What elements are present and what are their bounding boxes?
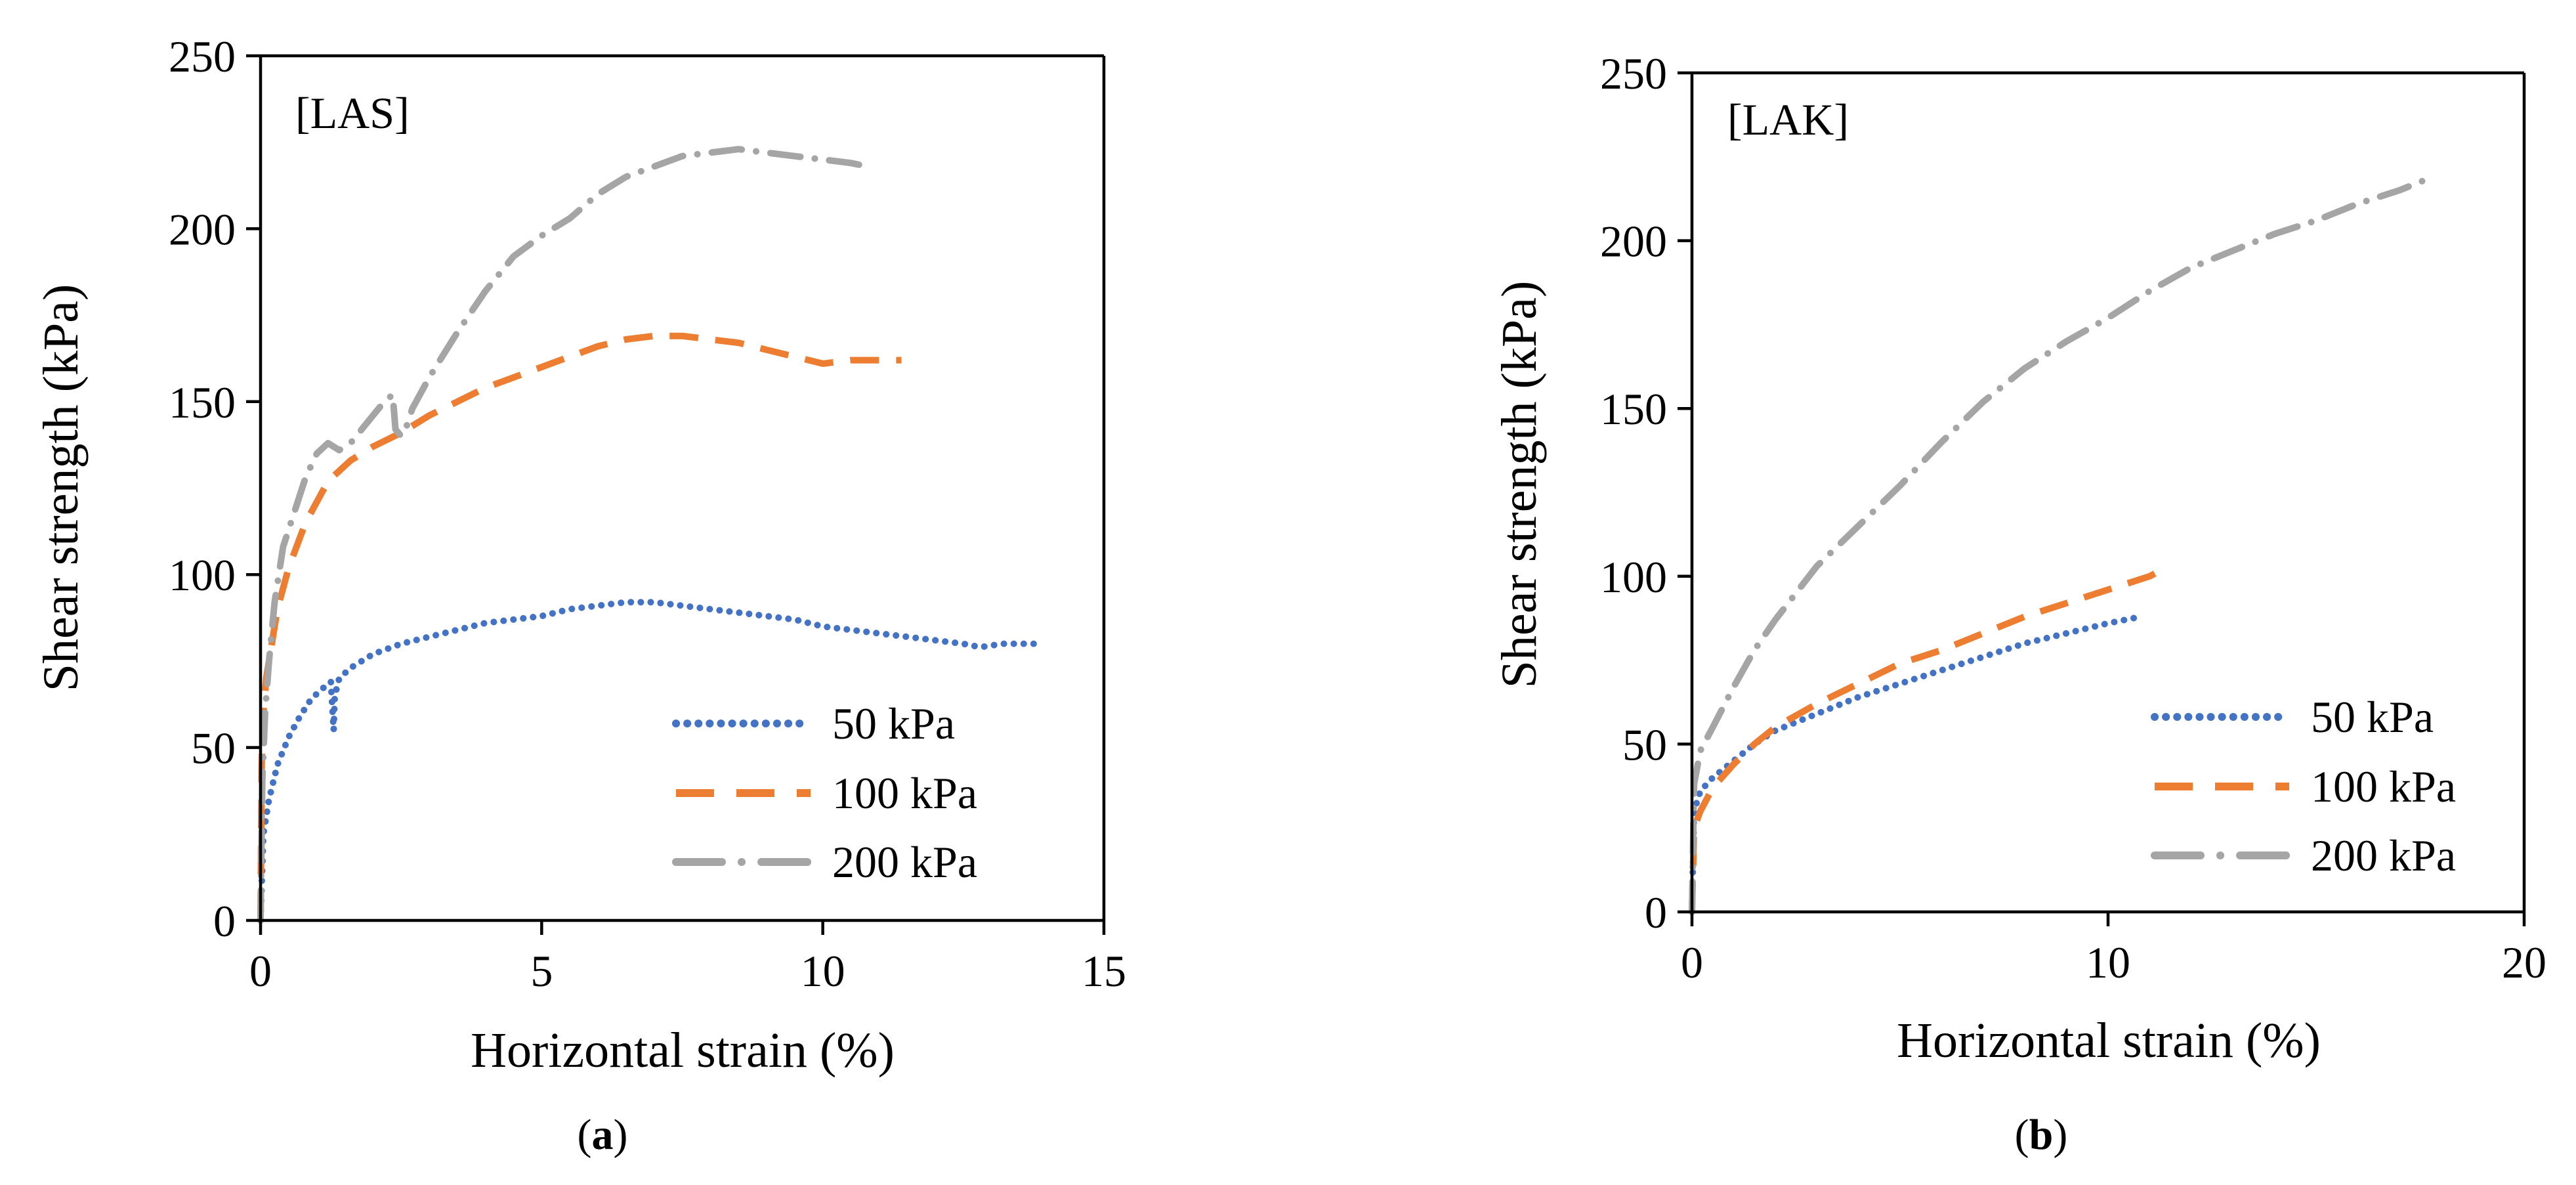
x-axis-title-b: Horizontal strain (%): [1897, 1013, 2321, 1068]
series-line-200kpa-b: [1689, 173, 2436, 915]
legend-label-100kpa-a: 100 kPa: [832, 768, 977, 818]
x-tick-label-15-a: 15: [1082, 946, 1126, 996]
x-tick-label-10-b: 10: [2086, 937, 2130, 987]
legend-label-100kpa-b: 100 kPa: [2311, 762, 2456, 811]
series-layer-b: [1689, 173, 2436, 915]
caption-letter-b: b: [2029, 1111, 2054, 1159]
series-line-50kpa-a: [257, 599, 1040, 924]
y-tick-label-50-a: 50: [191, 723, 236, 773]
y-tick-label-0-b: 0: [1645, 888, 1667, 937]
panel-annotation-b: [LAK]: [1727, 95, 1849, 144]
panel-caption-a: (a): [578, 1111, 628, 1159]
x-tick-label-0-b: 0: [1681, 937, 1703, 987]
y-axis-title-a: Shear strength (kPa): [33, 284, 89, 692]
y-tick-label-100-b: 100: [1600, 552, 1667, 602]
y-axis-title-b: Shear strength (kPa): [1492, 281, 1547, 689]
series-layer-a: [257, 146, 1040, 924]
series-line-200kpa-a: [257, 146, 872, 924]
panel-caption-b: (b): [2015, 1111, 2068, 1159]
x-tick-label-20-b: 20: [2502, 937, 2546, 987]
y-tick-label-50-b: 50: [1622, 720, 1667, 769]
x-tick-label-10-a: 10: [801, 946, 845, 996]
y-tick-label-150-b: 150: [1600, 384, 1667, 434]
legend-label-200kpa-a: 200 kPa: [832, 837, 977, 887]
x-tick-label-0-a: 0: [249, 946, 272, 996]
panel-annotation-a: [LAS]: [295, 88, 410, 138]
legend-label-50kpa-b: 50 kPa: [2311, 692, 2434, 742]
series-line-50kpa-b: [1689, 613, 2145, 915]
y-tick-label-150-a: 150: [169, 377, 236, 427]
y-tick-label-0-a: 0: [213, 896, 236, 946]
y-tick-label-200-a: 200: [169, 204, 236, 254]
legend-label-50kpa-a: 50 kPa: [832, 699, 955, 748]
series-line-100kpa-a: [257, 332, 902, 921]
legend-a: 50 kPa 100 kPa 200 kPa: [672, 699, 977, 887]
y-tick-label-100-a: 100: [169, 550, 236, 600]
y-tick-label-250-b: 250: [1600, 49, 1667, 98]
y-tick-label-250-a: 250: [169, 32, 236, 81]
caption-letter-a: a: [592, 1111, 614, 1159]
legend-label-200kpa-b: 200 kPa: [2311, 830, 2456, 880]
series-line-100kpa-b: [1689, 567, 2164, 913]
legend-b: 50 kPa 100 kPa 200 kPa: [2151, 692, 2456, 880]
x-axis-title-a: Horizontal strain (%): [471, 1023, 895, 1078]
x-tick-label-5-a: 5: [530, 946, 553, 996]
y-tick-label-200-b: 200: [1600, 217, 1667, 267]
